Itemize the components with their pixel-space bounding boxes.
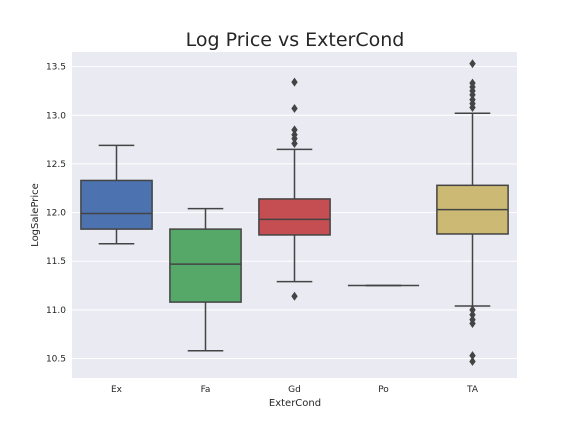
y-tick-label: 10.5 [46,355,66,365]
box-ta [436,59,509,366]
box-iqr [80,179,153,230]
outlier-point [291,291,298,301]
y-axis-label: LogSalePrice [30,183,41,247]
x-tick-label: Ex [111,385,123,395]
outlier-point [291,77,298,87]
y-tick-label: 11.5 [46,257,66,267]
box-fa [169,207,242,352]
y-tick-label: 11.0 [46,306,66,316]
outlier-point [291,138,298,148]
outlier-point [291,103,298,113]
outlier-point [291,125,298,135]
y-tick-label: 13.5 [46,63,66,73]
outlier-point [469,351,476,361]
x-tick-label: TA [466,385,479,395]
box-iqr [258,198,331,236]
outlier-point [291,130,298,140]
x-axis-label: ExterCond [269,398,321,409]
y-tick-labels: 10.5 11.0 11.5 12.0 12.5 13.0 13.5 [46,63,66,365]
y-tick-label: 12.0 [46,209,66,219]
outlier-point [469,95,476,105]
x-tick-label: Fa [201,385,211,395]
chart-title: Log Price vs ExterCond [186,29,405,51]
x-tick-label: Gd [288,385,301,395]
x-tick-label: Po [378,385,389,395]
y-tick-label: 13.0 [46,111,66,121]
boxes [80,59,509,366]
y-tick-label: 12.5 [46,160,66,170]
outlier-point [469,356,476,366]
outlier-point [469,310,476,320]
outlier-point [469,59,476,69]
box-ex [80,144,153,245]
x-tick-labels: Ex Fa Gd Po TA [111,385,479,395]
outlier-point [469,78,476,88]
box-iqr [169,228,242,303]
outlier-point [469,315,476,325]
outlier-point [469,305,476,315]
box-gd [258,77,331,301]
